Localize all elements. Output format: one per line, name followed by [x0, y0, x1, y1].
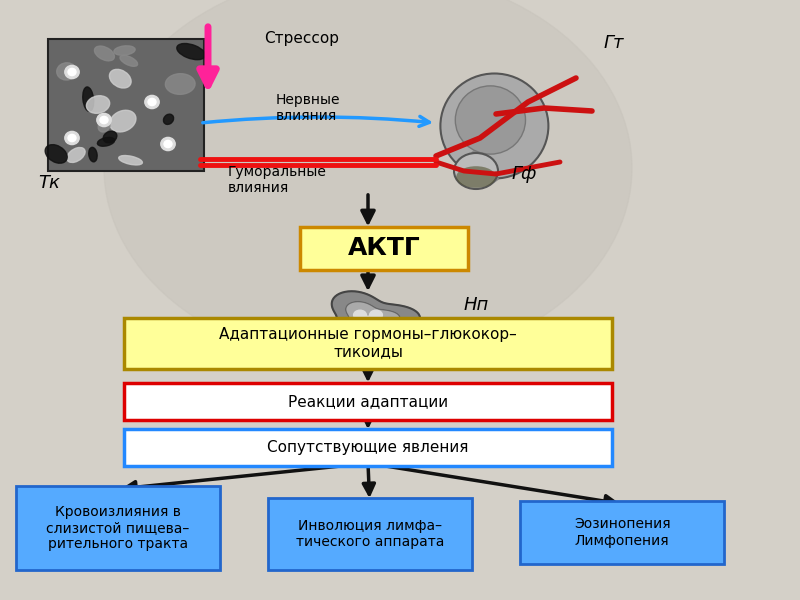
Ellipse shape: [161, 137, 175, 151]
Ellipse shape: [98, 120, 110, 132]
Ellipse shape: [456, 166, 496, 188]
Polygon shape: [332, 291, 420, 345]
Text: АКТГ: АКТГ: [348, 236, 420, 260]
FancyBboxPatch shape: [124, 429, 612, 466]
Ellipse shape: [45, 145, 67, 163]
FancyBboxPatch shape: [16, 486, 220, 570]
Text: Гф: Гф: [512, 165, 538, 183]
Ellipse shape: [110, 110, 136, 132]
Text: Сопутствующие явления: Сопутствующие явления: [267, 440, 469, 455]
FancyBboxPatch shape: [124, 383, 612, 420]
Ellipse shape: [86, 96, 110, 113]
FancyBboxPatch shape: [268, 498, 472, 570]
Text: Нервные
влияния: Нервные влияния: [276, 93, 341, 123]
Text: Адаптационные гормоны–глюкокор–
тикоиды: Адаптационные гормоны–глюкокор– тикоиды: [219, 328, 517, 359]
Text: Стрессор: Стрессор: [264, 31, 339, 46]
FancyBboxPatch shape: [48, 39, 204, 171]
Ellipse shape: [103, 131, 117, 143]
Ellipse shape: [114, 46, 135, 55]
Ellipse shape: [148, 98, 156, 106]
Text: Кровоизлияния в
слизистой пищева–
рительного тракта: Кровоизлияния в слизистой пищева– ритель…: [46, 505, 190, 551]
Ellipse shape: [82, 87, 94, 112]
Ellipse shape: [100, 116, 108, 124]
Circle shape: [362, 316, 374, 326]
Ellipse shape: [164, 140, 172, 148]
Text: Реакции адаптации: Реакции адаптации: [288, 394, 448, 409]
Circle shape: [354, 310, 366, 320]
Ellipse shape: [65, 131, 79, 145]
Ellipse shape: [145, 95, 159, 109]
Polygon shape: [346, 302, 400, 334]
Circle shape: [104, 0, 632, 366]
Ellipse shape: [455, 86, 526, 154]
Ellipse shape: [68, 134, 76, 142]
Ellipse shape: [454, 153, 498, 189]
Ellipse shape: [65, 65, 79, 79]
Ellipse shape: [68, 68, 76, 76]
Text: Эозинопения
Лимфопения: Эозинопения Лимфопения: [574, 517, 670, 548]
FancyBboxPatch shape: [300, 227, 468, 270]
FancyBboxPatch shape: [124, 318, 612, 369]
Circle shape: [370, 310, 382, 320]
Ellipse shape: [440, 73, 549, 179]
Text: Гуморальные
влияния: Гуморальные влияния: [228, 165, 327, 195]
FancyBboxPatch shape: [520, 501, 724, 564]
Ellipse shape: [120, 55, 138, 67]
Ellipse shape: [57, 63, 77, 80]
Text: Гт: Гт: [604, 34, 625, 52]
Text: Тк: Тк: [38, 174, 60, 192]
Ellipse shape: [89, 148, 97, 162]
Ellipse shape: [67, 148, 85, 163]
Text: Инволюция лимфа–
тического аппарата: Инволюция лимфа– тического аппарата: [296, 519, 444, 549]
Ellipse shape: [177, 44, 206, 59]
Ellipse shape: [110, 70, 131, 88]
Ellipse shape: [97, 113, 111, 127]
Ellipse shape: [166, 74, 195, 94]
Ellipse shape: [163, 114, 174, 124]
Ellipse shape: [94, 46, 114, 61]
Ellipse shape: [118, 155, 142, 165]
Text: Нп: Нп: [464, 296, 490, 314]
Ellipse shape: [98, 137, 114, 146]
